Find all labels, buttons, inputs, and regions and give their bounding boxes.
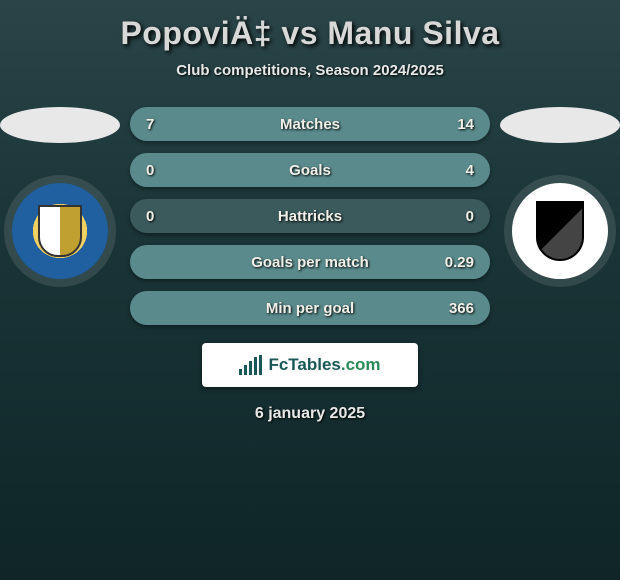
player-a-club-badge [12,183,108,279]
comparison-content: 7 Matches 14 0 Goals 4 0 Hattricks 0 Goals per ma… [0,87,620,433]
stat-value-left: 0 [146,208,154,225]
stat-label: Matches [280,116,340,133]
player-a-column [0,107,120,279]
player-a-avatar-placeholder [0,107,120,143]
branding-badge[interactable]: FcTables.com [202,343,418,387]
stat-value-right: 0 [466,208,474,225]
player-b-club-badge [512,183,608,279]
page-title: PopoviÄ‡ vs Manu Silva [10,15,610,52]
branding-ext: .com [341,355,381,374]
stat-label: Goals [289,162,331,179]
player-a-name: PopoviÄ‡ [120,15,272,51]
stat-row: 0 Goals 4 [130,153,490,187]
stat-row: 7 Matches 14 [130,107,490,141]
vs-separator: vs [281,15,318,51]
branding-text: FcTables.com [268,355,380,375]
stat-row: Min per goal 366 [130,291,490,325]
stat-label: Goals per match [251,254,369,271]
branding-name: FcTables [268,355,340,374]
stat-value-left: 7 [146,116,154,133]
player-b-avatar-placeholder [500,107,620,143]
player-b-column [500,107,620,279]
chart-icon [239,355,262,375]
stat-value-right: 366 [449,300,474,317]
stat-label: Hattricks [278,208,342,225]
subtitle: Club competitions, Season 2024/2025 [10,62,610,79]
stat-value-right: 4 [466,162,474,179]
stat-row: 0 Hattricks 0 [130,199,490,233]
player-b-name: Manu Silva [327,15,499,51]
stat-value-right: 0.29 [445,254,474,271]
snapshot-date: 6 january 2025 [0,405,620,423]
stats-list: 7 Matches 14 0 Goals 4 0 Hattricks 0 Goals per ma… [130,107,490,325]
header: PopoviÄ‡ vs Manu Silva Club competitions… [0,0,620,87]
stat-value-right: 14 [457,116,474,133]
stat-label: Min per goal [266,300,354,317]
stat-row: Goals per match 0.29 [130,245,490,279]
stat-value-left: 0 [146,162,154,179]
